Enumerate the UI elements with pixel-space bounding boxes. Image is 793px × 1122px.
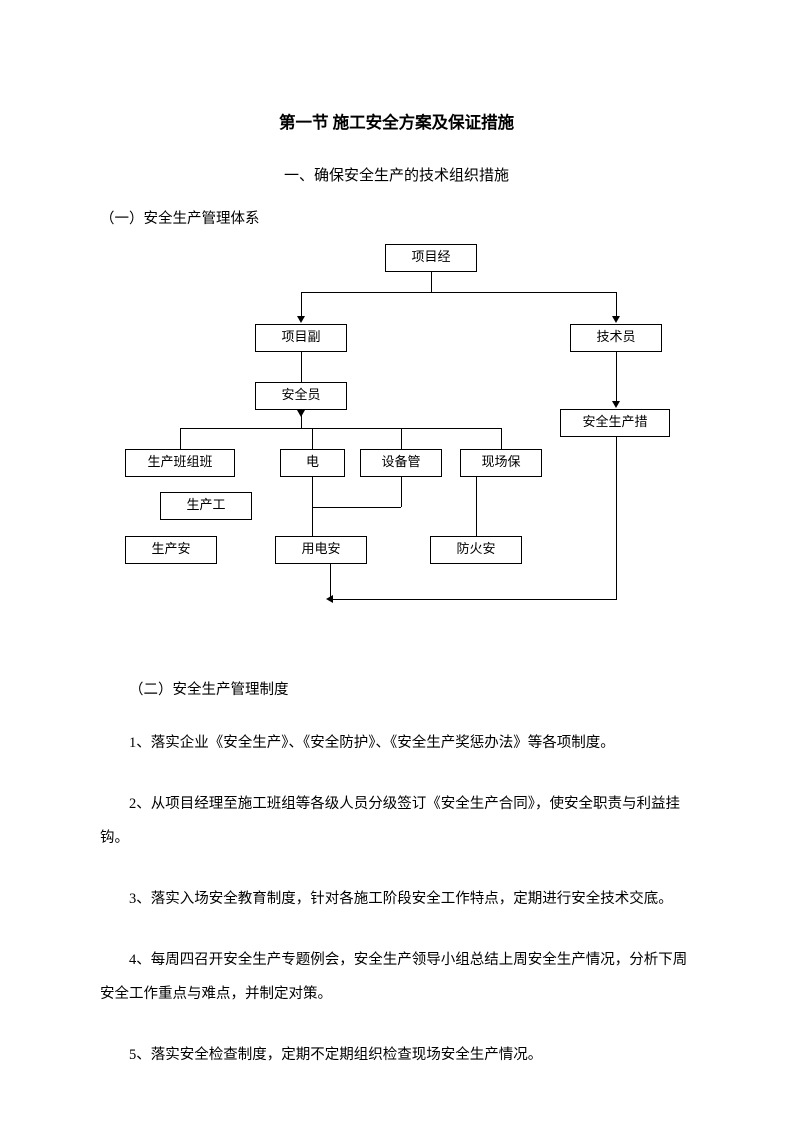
arrowhead-icon — [612, 316, 620, 323]
edge-line — [616, 292, 617, 317]
arrowhead-icon — [612, 401, 620, 408]
arrowhead-icon — [297, 410, 305, 417]
node-project-manager: 项目经 — [385, 244, 477, 272]
edge-line — [180, 428, 181, 449]
section-1-heading: （一）安全生产管理体系 — [100, 208, 693, 231]
node-deputy: 项目副 — [255, 324, 347, 352]
section-2-heading: （二）安全生产管理制度 — [100, 674, 693, 707]
node-electric-safety: 用电安 — [275, 536, 367, 564]
edge-line — [616, 352, 617, 402]
node-production-safety: 生产安 — [125, 536, 217, 564]
edge-line — [616, 437, 617, 599]
node-technician: 技术员 — [570, 324, 662, 352]
node-team-leader: 生产班组班 — [125, 449, 235, 477]
edge-line — [431, 272, 432, 292]
paragraph: 3、落实入场安全教育制度，针对各施工阶段安全工作特点，定期进行安全技术交底。 — [100, 883, 693, 916]
node-safety-officer: 安全员 — [255, 382, 347, 410]
paragraph: 4、每周四召开安全生产专题例会，安全生产领导小组总结上周安全生产情况，分析下周安… — [100, 944, 693, 1011]
paragraph: 2、从项目经理至施工班组等各级人员分级签订《安全生产合同》，使安全职责与利益挂钩… — [100, 788, 693, 855]
edge-line — [312, 507, 401, 508]
edge-line — [312, 428, 313, 449]
node-equipment: 设备管 — [360, 449, 442, 477]
body-text: （二）安全生产管理制度 1、落实企业《安全生产》、《安全防护》、《安全生产奖惩办… — [100, 674, 693, 1073]
edge-line — [180, 428, 501, 429]
edge-line — [401, 428, 402, 449]
edge-line — [401, 477, 402, 507]
edge-line — [330, 599, 617, 600]
edge-line — [501, 428, 502, 449]
edge-line — [330, 564, 331, 599]
edge-line — [301, 292, 616, 293]
node-safety-measure: 安全生产措 — [560, 409, 670, 437]
arrowhead-icon — [326, 595, 333, 603]
document-subtitle: 一、确保安全生产的技术组织措施 — [100, 164, 693, 188]
arrowhead-icon — [297, 316, 305, 323]
paragraph: 5、落实安全检查制度，定期不定期组织检查现场安全生产情况。 — [100, 1039, 693, 1072]
edge-line — [301, 352, 302, 382]
node-fire-safety: 防火安 — [430, 536, 522, 564]
node-electric: 电 — [280, 449, 345, 477]
node-production-worker: 生产工 — [160, 492, 252, 520]
paragraph: 1、落实企业《安全生产》、《安全防护》、《安全生产奖惩办法》等各项制度。 — [100, 727, 693, 760]
org-flowchart: 项目经 项目副 技术员 安全员 安全生产措 生产班组班 电 设备管 现场保 生产… — [100, 244, 693, 654]
edge-line — [301, 292, 302, 317]
document-title: 第一节 施工安全方案及保证措施 — [100, 110, 693, 136]
edge-line — [476, 477, 477, 536]
node-site-protect: 现场保 — [460, 449, 542, 477]
